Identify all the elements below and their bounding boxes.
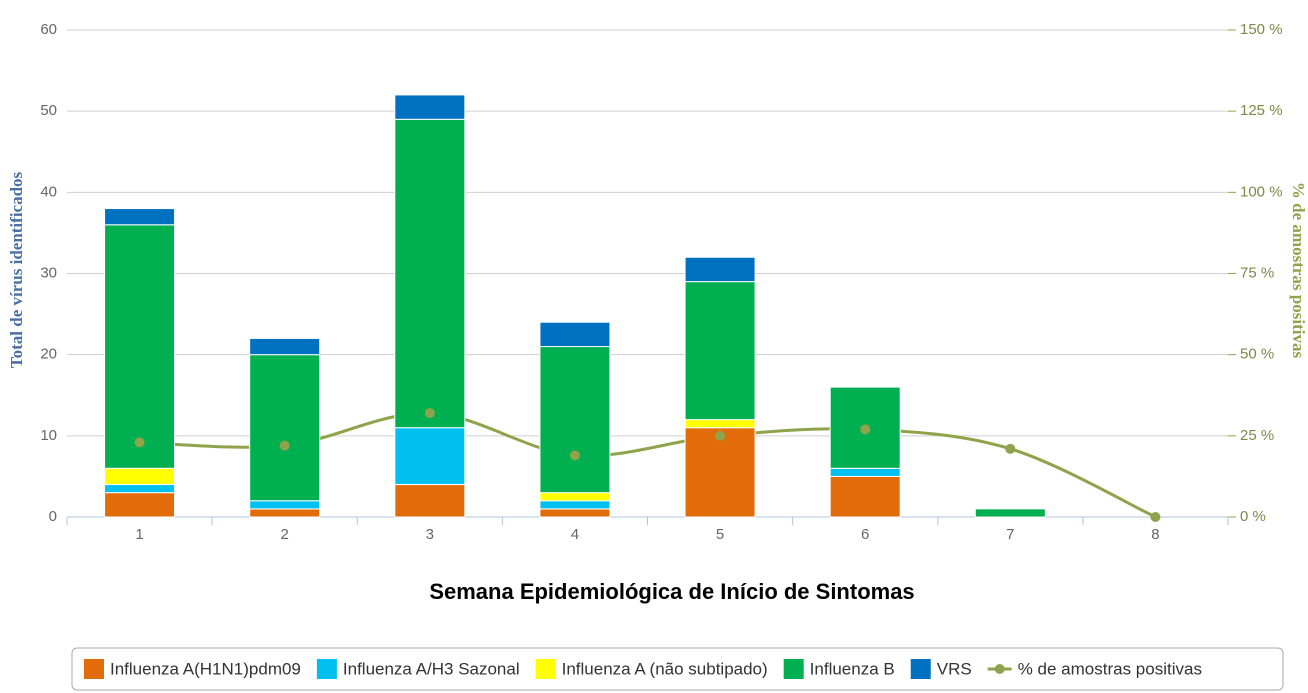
x-tick-label: 4 [571, 526, 579, 543]
legend-swatch [535, 659, 556, 679]
bar-segment [249, 337, 321, 356]
y2-tick-label: 150 % [1240, 21, 1283, 38]
bar-segment [394, 94, 466, 120]
x-tick-label: 3 [426, 526, 434, 543]
y2-tick-label: 125 % [1240, 102, 1283, 119]
bar-segment [104, 467, 176, 486]
bar-segment [829, 475, 901, 518]
bar-segment [394, 484, 466, 518]
line-point [1150, 512, 1161, 522]
legend-label: Influenza A/H3 Sazonal [343, 659, 520, 678]
legend-swatch [783, 659, 804, 679]
line-point [569, 450, 580, 461]
line-point [715, 430, 726, 441]
legend-marker [994, 664, 1005, 674]
legend-swatch [316, 659, 337, 679]
legend-label: VRS [937, 659, 972, 678]
bar-segment [829, 467, 901, 477]
bar-segment [684, 419, 756, 429]
legend-label: % de amostras positivas [1018, 659, 1202, 678]
y-tick-label: 0 [49, 508, 57, 525]
bar-segment [539, 508, 611, 518]
line-point [279, 440, 290, 451]
bar-segment [539, 500, 611, 510]
y-tick-label: 40 [40, 183, 57, 200]
bar-segment [539, 492, 611, 502]
x-tick-label: 5 [716, 526, 724, 543]
y2-tick-label: 75 % [1240, 264, 1274, 281]
x-tick-label: 1 [135, 526, 143, 543]
bar-segment [249, 354, 321, 502]
line-point [424, 408, 435, 419]
y-tick-label: 50 [40, 102, 57, 119]
bar-segment [104, 208, 176, 226]
y-tick-label: 30 [40, 264, 57, 281]
bar-segment [104, 224, 176, 469]
y2-axis-title: % de amostras positivas [1289, 182, 1308, 359]
bar-segment [394, 427, 466, 486]
bar-segment [974, 508, 1046, 518]
legend-label: Influenza B [810, 659, 895, 678]
bar-segment [104, 492, 176, 518]
y-tick-label: 20 [40, 346, 57, 363]
y-tick-label: 10 [40, 427, 57, 444]
line-point [134, 437, 145, 448]
y2-tick-label: 50 % [1240, 346, 1274, 363]
y2-tick-label: 0 % [1240, 508, 1266, 525]
x-tick-label: 6 [861, 526, 869, 543]
legend-box [71, 647, 1284, 691]
y-axis-title: Total de vírus identificados [7, 171, 26, 368]
bar-segment [249, 508, 321, 518]
legend-swatch [84, 659, 104, 679]
legend-label: Influenza A(H1N1)pdm09 [110, 659, 301, 678]
bar-segment [249, 500, 321, 510]
x-tick-label: 8 [1151, 526, 1159, 543]
bar-segment [394, 118, 466, 429]
y2-tick-label: 25 % [1240, 427, 1274, 444]
bar-segment [104, 484, 176, 494]
x-tick-label: 2 [281, 526, 289, 543]
x-tick-label: 7 [1006, 526, 1014, 543]
x-axis-title: Semana Epidemiológica de Início de Sinto… [429, 579, 914, 604]
bar-segment [684, 281, 756, 421]
bar-segment [539, 346, 611, 494]
y-tick-label: 60 [40, 21, 57, 38]
line-point [1005, 443, 1016, 454]
legend-swatch [910, 659, 931, 679]
bar-segment [684, 256, 756, 283]
line-point [860, 424, 871, 435]
bar-segment [684, 427, 756, 518]
bar-segment [539, 321, 611, 348]
y2-tick-label: 100 % [1240, 183, 1283, 200]
legend-label: Influenza A (não subtipado) [562, 659, 768, 678]
